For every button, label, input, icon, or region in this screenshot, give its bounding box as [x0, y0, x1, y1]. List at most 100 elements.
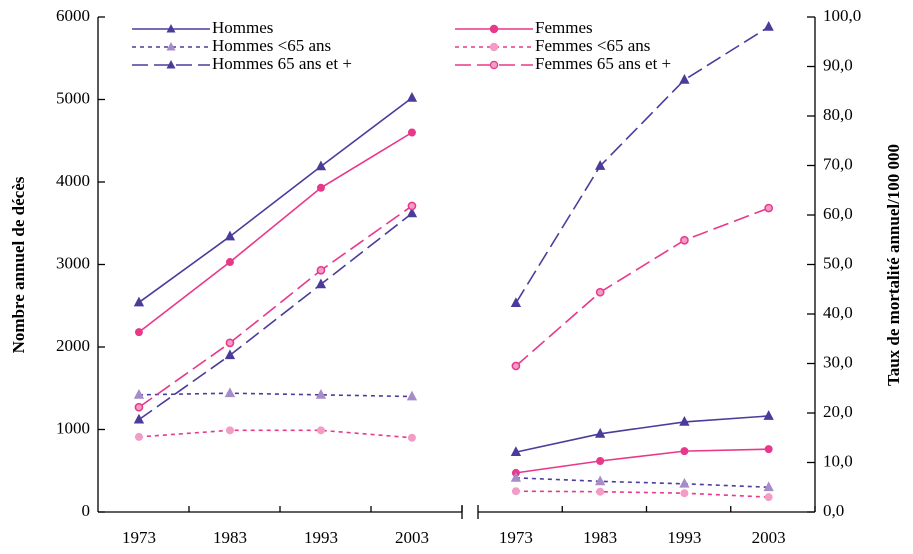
legend-item: Hommes 65 ans et + — [132, 54, 352, 73]
data-point — [406, 390, 418, 401]
x-tick-label: 2003 — [395, 528, 429, 547]
legend-label: Hommes 65 ans et + — [212, 54, 352, 73]
data-point — [134, 328, 143, 337]
y-axis-title: Nombre annuel de décès — [9, 176, 28, 353]
series-line — [138, 205, 413, 408]
y2-tick-label: 100,0 — [823, 6, 861, 25]
y2-tick-label: 50,0 — [823, 253, 853, 272]
data-point — [764, 203, 774, 213]
y-tick-label: 1000 — [56, 418, 90, 437]
series-line — [515, 415, 769, 453]
data-point — [224, 349, 236, 360]
y2-tick-label: 40,0 — [823, 303, 853, 322]
x-tick-label: 1983 — [213, 528, 247, 547]
legend-label: Femmes 65 ans et + — [535, 54, 671, 73]
legend-item: Hommes <65 ans — [132, 36, 331, 55]
x-tick-label: 1983 — [583, 528, 617, 547]
series-line — [515, 448, 769, 474]
data-point — [315, 388, 327, 399]
data-point — [679, 477, 690, 488]
x-tick-label: 1993 — [667, 528, 701, 547]
legend-item: Hommes — [132, 18, 273, 37]
data-point — [763, 481, 774, 492]
y-tick-label: 0 — [82, 501, 91, 520]
x-tick-label: 1973 — [499, 528, 533, 547]
data-point — [407, 128, 416, 137]
data-point — [315, 278, 327, 289]
data-point — [133, 388, 145, 399]
legend-label: Hommes <65 ans — [212, 36, 331, 55]
data-point — [596, 487, 605, 496]
data-point — [134, 402, 144, 412]
y2-axis-title: Taux de mortalité annuel/100 000 — [884, 144, 903, 386]
data-point — [510, 297, 522, 308]
data-point — [680, 489, 689, 498]
data-point — [316, 426, 325, 435]
data-point — [594, 427, 606, 438]
data-point — [225, 258, 234, 267]
data-point — [407, 433, 416, 442]
series-line — [515, 26, 770, 304]
data-point — [763, 21, 774, 31]
series-line — [138, 97, 413, 304]
data-point — [680, 447, 689, 456]
legend-label: Femmes — [535, 18, 593, 37]
data-point — [406, 207, 418, 218]
data-point — [764, 445, 773, 454]
legend-label: Femmes <65 ans — [535, 36, 650, 55]
y-tick-label: 6000 — [56, 6, 90, 25]
legend-marker — [489, 42, 499, 52]
data-point — [680, 235, 689, 245]
data-point — [406, 91, 418, 102]
data-point — [595, 287, 605, 297]
y2-tick-label: 60,0 — [823, 204, 853, 223]
data-point — [407, 201, 417, 211]
legend-marker — [166, 60, 176, 69]
data-point — [594, 160, 606, 170]
series-line — [515, 477, 769, 489]
data-point — [134, 432, 143, 441]
axes — [97, 17, 816, 519]
x-tick-label: 1973 — [122, 528, 156, 547]
y2-tick-label: 90,0 — [823, 55, 853, 74]
x-tick-label: 2003 — [752, 528, 786, 547]
data-point — [763, 410, 774, 420]
y-tick-label: 2000 — [56, 336, 90, 355]
legend-marker — [166, 24, 176, 33]
data-point — [133, 296, 145, 307]
y2-tick-label: 80,0 — [823, 105, 853, 124]
series-line — [138, 212, 413, 421]
x-tick-label: 1993 — [304, 528, 338, 547]
data-point — [224, 387, 236, 398]
data-point — [511, 361, 521, 371]
series-line — [138, 429, 413, 439]
data-point — [510, 471, 522, 482]
y2-tick-label: 10,0 — [823, 451, 853, 470]
data-point — [225, 338, 235, 348]
y-tick-label: 5000 — [56, 88, 90, 107]
legend-label: Hommes — [212, 18, 273, 37]
y2-tick-label: 70,0 — [823, 154, 853, 173]
data-point — [315, 160, 327, 171]
y2-tick-label: 20,0 — [823, 402, 853, 421]
data-point — [133, 413, 145, 424]
data-point — [679, 416, 690, 426]
legend-item: Femmes — [455, 18, 593, 37]
legend-item: Femmes 65 ans et + — [455, 54, 671, 73]
legend-marker — [489, 24, 499, 34]
data-point — [764, 493, 773, 502]
y2-tick-label: 0,0 — [823, 501, 844, 520]
data-point — [316, 265, 326, 275]
data-point — [594, 475, 606, 486]
data-point — [596, 457, 605, 466]
legend-marker — [489, 60, 499, 70]
legend-marker — [166, 42, 176, 51]
data-point — [679, 74, 690, 84]
series-line — [138, 392, 412, 398]
data-point — [224, 230, 236, 241]
data-point — [510, 446, 522, 457]
y-tick-label: 3000 — [56, 253, 90, 272]
legend-item: Femmes <65 ans — [455, 36, 650, 55]
y2-tick-label: 30,0 — [823, 352, 853, 371]
